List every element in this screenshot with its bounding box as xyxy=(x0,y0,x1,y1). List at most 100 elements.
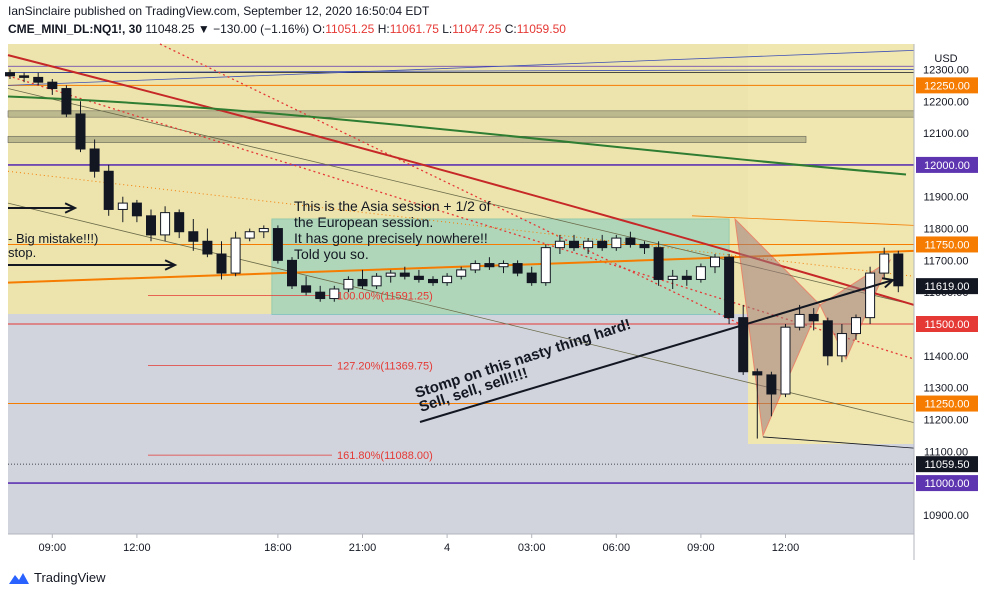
price-label-text: 11059.50 xyxy=(924,459,969,471)
arrow-stomp xyxy=(419,279,894,423)
annotation-mistake: - Big mistake!!!) xyxy=(8,231,98,246)
candle-down xyxy=(526,272,537,284)
annotation-asia-line: Told you so. xyxy=(294,246,369,262)
annotation-asia-line: the European session. xyxy=(294,214,433,230)
last-price: 11048.25 xyxy=(145,22,195,36)
y-tick-label: 11200.00 xyxy=(923,414,968,426)
candle-down xyxy=(146,215,156,236)
moving-average-green xyxy=(7,95,907,176)
candle-up xyxy=(371,275,382,287)
candle-down xyxy=(597,240,608,249)
x-tick-label: 12:00 xyxy=(123,542,151,554)
candle-up xyxy=(258,228,269,233)
x-tick-label: 21:00 xyxy=(349,542,377,554)
candle-down xyxy=(738,317,749,373)
trendline-blue xyxy=(7,49,915,86)
symbol[interactable]: CME_MINI_DL:NQ1!, 30 xyxy=(8,22,143,36)
candle-up xyxy=(230,237,241,274)
price-change: ▼ −130.00 (−1.16%) xyxy=(197,22,310,36)
tradingview-logo[interactable]: TradingView xyxy=(8,570,106,585)
candle-up xyxy=(329,288,340,300)
price-label-box xyxy=(916,395,978,412)
price-label-text: 11000.00 xyxy=(924,478,969,490)
price-label-text: 11250.00 xyxy=(924,399,969,411)
candle-up xyxy=(540,247,551,284)
candle-up xyxy=(583,240,594,249)
price-label-box xyxy=(916,278,978,295)
candle-up xyxy=(385,272,396,277)
brand-name: TradingView xyxy=(34,570,106,585)
candle-down xyxy=(272,228,283,261)
candle-up xyxy=(710,256,720,268)
candle-down xyxy=(893,253,904,287)
candle-down xyxy=(216,253,227,274)
price-label-box xyxy=(916,236,978,253)
symbol-line: CME_MINI_DL:NQ1!, 30 11048.25 ▼ −130.00 … xyxy=(8,22,566,36)
annotation-asia-line: This is the Asia session + 1/2 of xyxy=(294,198,491,214)
candle-down xyxy=(301,285,312,293)
candle-up xyxy=(667,275,678,280)
candle-down xyxy=(89,148,100,172)
price-label-text: 11619.00 xyxy=(924,281,969,293)
x-tick-label: 4 xyxy=(444,542,450,554)
candle-up xyxy=(554,240,565,249)
candle-down xyxy=(287,259,297,287)
x-tick-label: 18:00 xyxy=(264,542,292,554)
candle-down xyxy=(822,320,833,357)
open-label: O: xyxy=(312,22,326,36)
pattern-bottom-line xyxy=(762,436,915,449)
candles-layer xyxy=(5,69,904,439)
price-label-box xyxy=(916,316,978,332)
x-tick-label: 09:00 xyxy=(687,542,715,554)
candle-down xyxy=(752,371,763,376)
tradingview-logo-icon xyxy=(9,572,29,584)
trendline-blue-flat xyxy=(7,69,915,74)
x-tick-label: 09:00 xyxy=(39,542,67,554)
price-label-box xyxy=(916,156,978,173)
candle-up xyxy=(794,313,805,328)
candle-up xyxy=(865,272,876,319)
candle-down xyxy=(315,291,326,300)
candle-up xyxy=(611,237,622,249)
arrow-right-2-head xyxy=(164,259,178,271)
candle-down xyxy=(428,278,438,284)
level-band-12160 xyxy=(7,110,915,118)
price-label-text: 12250.00 xyxy=(924,80,970,92)
high-value: 11061.75 xyxy=(389,22,439,36)
currency-label: USD xyxy=(934,53,957,65)
x-tick-label: 06:00 xyxy=(603,542,631,554)
price-label-text: 12000.00 xyxy=(924,160,970,172)
annotation-asia-line: It has gone precisely nowhere!! xyxy=(294,230,488,246)
candle-down xyxy=(47,81,58,90)
harmonic-triangle-1 xyxy=(734,217,821,438)
candle-up xyxy=(442,275,453,284)
y-tick-label: 11700.00 xyxy=(923,255,968,267)
candle-up xyxy=(498,263,509,268)
x-axis: 09:00 12:00 18:00 21:00 4 03:00 06:00 09:00 12:0… xyxy=(39,534,799,554)
candle-down xyxy=(61,88,72,115)
y-tick-label: 12300.00 xyxy=(923,64,969,76)
candle-down xyxy=(808,313,819,322)
candle-up xyxy=(851,317,861,335)
y-tick-label: 12200.00 xyxy=(923,96,969,108)
candle-down xyxy=(357,278,368,287)
candle-down xyxy=(639,243,650,249)
price-label-box xyxy=(916,77,978,94)
candle-down xyxy=(766,374,777,395)
candle-up xyxy=(244,231,255,239)
y-tick-label: 11400.00 xyxy=(923,351,968,363)
candle-down xyxy=(202,240,213,255)
candle-down xyxy=(413,275,424,280)
candle-down xyxy=(724,256,735,319)
candle-down xyxy=(484,263,495,268)
fib-label: 161.80%(11088.00) xyxy=(337,450,433,462)
candle-up xyxy=(836,333,847,357)
candle-up xyxy=(456,269,467,277)
close-value: 11059.50 xyxy=(516,22,566,36)
candle-up xyxy=(160,212,171,236)
level-band-12080 xyxy=(7,135,807,143)
y-tick-label: 11100.00 xyxy=(924,446,968,458)
y-tick-label: 10900.00 xyxy=(923,510,969,522)
y-tick-label: 11900.00 xyxy=(923,192,968,204)
